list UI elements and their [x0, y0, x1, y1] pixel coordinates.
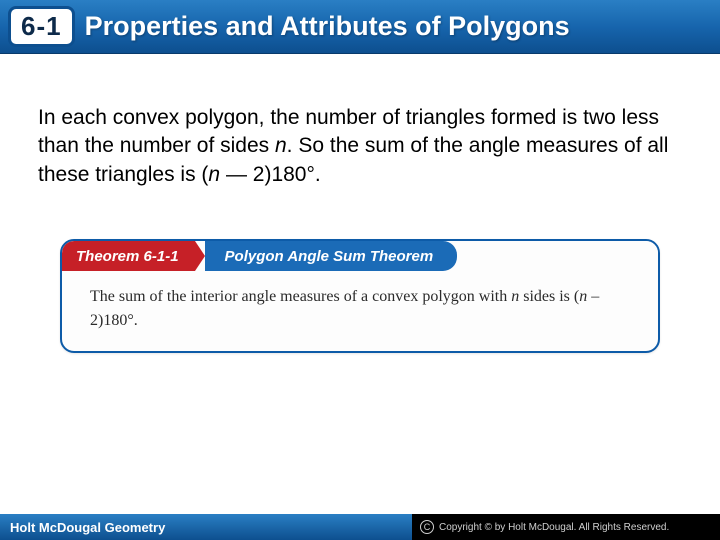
body-variable-n: n: [275, 134, 287, 157]
copyright-icon: C: [420, 520, 434, 534]
theorem-text-segment: sides is (: [519, 288, 579, 305]
theorem-body: The sum of the interior angle measures o…: [62, 271, 658, 351]
body-paragraph: In each convex polygon, the number of tr…: [38, 104, 682, 189]
footer-copyright: C Copyright © by Holt McDougal. All Righ…: [412, 514, 720, 540]
theorem-header-spacer: [457, 241, 658, 271]
footer-copyright-text: Copyright © by Holt McDougal. All Rights…: [439, 522, 669, 533]
body-text-segment: — 2)180°.: [220, 163, 321, 186]
theorem-label: Theorem 6-1-1: [62, 241, 195, 271]
theorem-header: Theorem 6-1-1 Polygon Angle Sum Theorem: [62, 241, 658, 271]
theorem-box: Theorem 6-1-1 Polygon Angle Sum Theorem …: [60, 239, 660, 353]
footer-publisher: Holt McDougal Geometry: [0, 514, 412, 540]
theorem-text-segment: The sum of the interior angle measures o…: [90, 288, 511, 305]
page-title: Properties and Attributes of Polygons: [85, 11, 570, 42]
footer: Holt McDougal Geometry C Copyright © by …: [0, 514, 720, 540]
section-number-badge: 6-1: [8, 6, 75, 47]
theorem-name: Polygon Angle Sum Theorem: [205, 241, 458, 271]
body-variable-n: n: [208, 163, 220, 186]
header-bar: 6-1 Properties and Attributes of Polygon…: [0, 0, 720, 54]
